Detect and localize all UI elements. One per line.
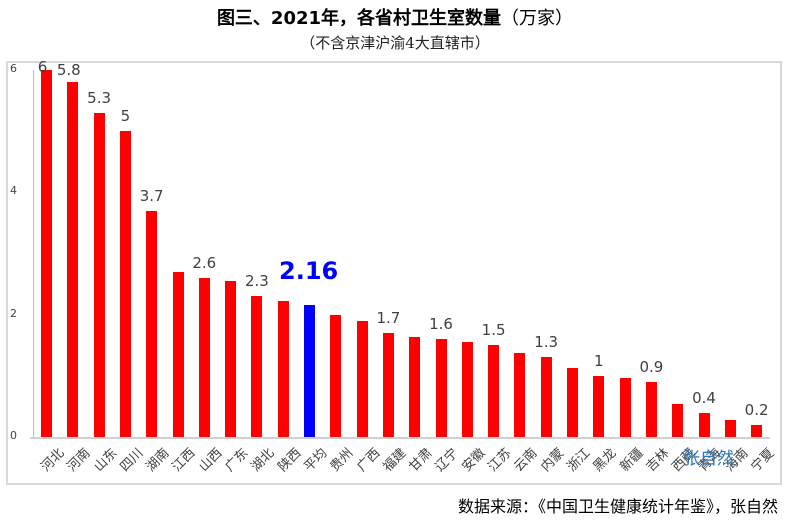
bar (724, 419, 736, 437)
bar (540, 357, 552, 437)
bar (619, 378, 631, 437)
bar (461, 341, 473, 437)
bar (751, 424, 763, 437)
bar (593, 375, 605, 437)
bar (382, 333, 394, 437)
bar-value-label: 2.3 (244, 272, 269, 291)
chart-title: 图三、2021年，各省村卫生室数量（万家） (0, 4, 790, 30)
chart-subtitle: （不含京津沪渝4大直辖市） (300, 34, 490, 52)
bar (198, 277, 210, 437)
bar (172, 271, 184, 437)
bar-value-label: 3.7 (139, 186, 164, 205)
bar (251, 296, 263, 437)
watermark: 张自然 (683, 449, 734, 469)
bar-value-label: 1.5 (481, 321, 506, 340)
bar (93, 112, 105, 437)
average-bar (304, 304, 315, 437)
bar (225, 281, 237, 437)
bar (409, 337, 421, 437)
chart-title-text: 图三、2021年，各省村卫生室数量 (216, 8, 502, 29)
bar-value-label: 1.7 (376, 309, 401, 328)
bar-value-label: 0.2 (744, 400, 769, 419)
chart-title-unit: （万家） (501, 8, 574, 29)
bar (435, 339, 447, 437)
y-tick-label: 0 (10, 429, 17, 442)
bar (672, 403, 684, 437)
average-value-label: 2.16 (279, 256, 339, 285)
bar-value-label: 0.9 (639, 357, 664, 376)
bar (698, 412, 710, 437)
bar (514, 353, 526, 437)
source-note: 数据来源：《中国卫生健康统计年鉴》，张自然 (457, 497, 778, 516)
bar (277, 301, 289, 437)
y-tick-label: 2 (10, 306, 17, 320)
bar (567, 368, 578, 437)
bar (330, 314, 342, 437)
bar (146, 210, 158, 437)
bar (119, 131, 131, 437)
bar-value-label: 1 (594, 351, 604, 370)
bar (356, 320, 368, 437)
bar-value-label: 5.3 (87, 88, 112, 107)
bar (67, 82, 79, 437)
x-axis (30, 437, 770, 439)
bar-value-label: 6 (37, 58, 48, 76)
y-axis (33, 70, 34, 438)
bar-value-label: 5.8 (56, 61, 81, 80)
bar-value-label: 2.6 (192, 253, 217, 272)
y-tick-label: 6 (10, 62, 17, 75)
bar-value-label: 1.6 (429, 315, 453, 334)
y-tick-label: 4 (10, 184, 17, 198)
bar (645, 381, 657, 437)
chart-frame (6, 61, 782, 485)
bar-value-label: 1.3 (534, 333, 559, 352)
bar (41, 70, 52, 437)
bar-value-label: 0.4 (692, 388, 716, 407)
bar (488, 345, 500, 437)
bar-value-label: 5 (120, 107, 131, 126)
